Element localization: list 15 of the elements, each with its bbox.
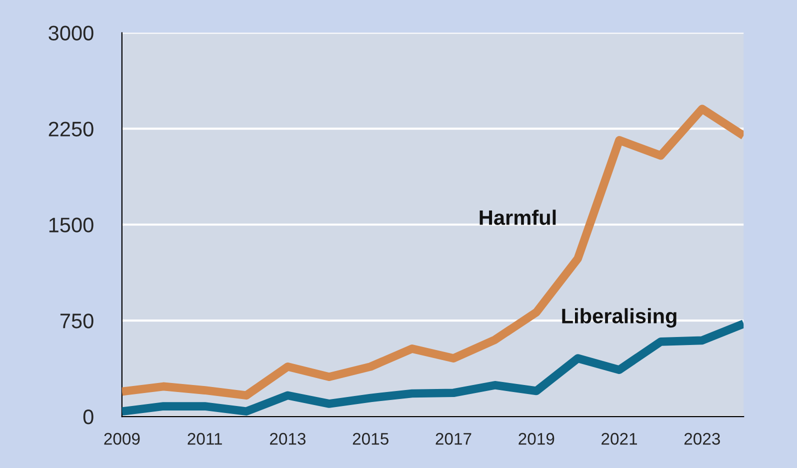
x-tick-label: 2021 bbox=[602, 432, 637, 445]
y-tick-label: 2250 bbox=[48, 122, 94, 136]
x-tick-label: 2019 bbox=[518, 432, 554, 445]
y-tick-label: 750 bbox=[60, 314, 94, 328]
x-tick-label: 2009 bbox=[104, 432, 140, 445]
y-tick-label: 1500 bbox=[49, 218, 94, 232]
series-label: Liberalising bbox=[562, 308, 676, 328]
x-tick-label: 2013 bbox=[270, 432, 306, 445]
x-tick-label: 2015 bbox=[352, 432, 388, 445]
series-label: Harmful bbox=[480, 210, 556, 225]
y-tick-label: 3000 bbox=[48, 26, 94, 41]
x-tick-label: 2023 bbox=[684, 432, 720, 445]
x-tick-label: 2017 bbox=[436, 432, 472, 445]
x-tick-label: 2011 bbox=[188, 432, 222, 445]
y-tick-label: 0 bbox=[83, 410, 94, 424]
